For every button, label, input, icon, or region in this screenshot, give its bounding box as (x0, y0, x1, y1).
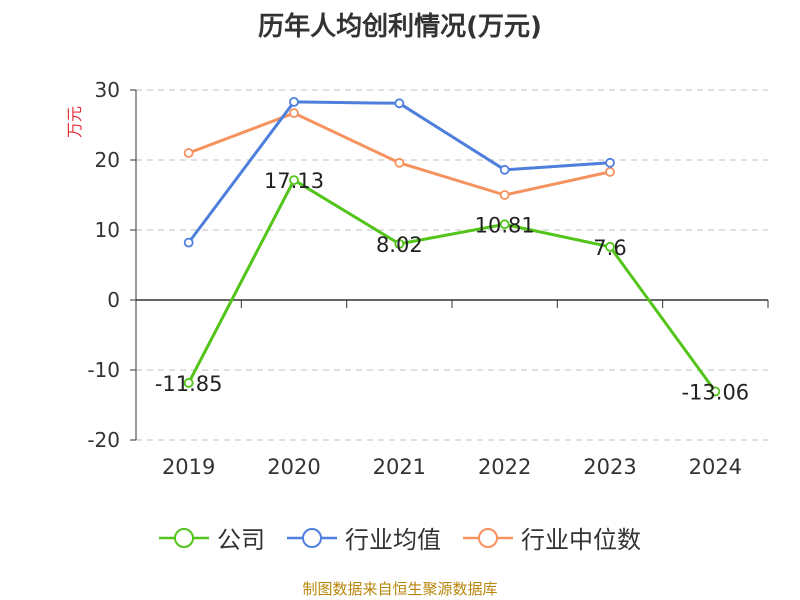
data-point (710, 386, 721, 397)
legend-swatch-marker (302, 527, 322, 548)
data-label: 7.6 (593, 236, 626, 260)
y-tick-label: 10 (95, 218, 120, 242)
legend-swatch-marker (174, 527, 194, 548)
y-tick-label: -20 (87, 428, 120, 452)
series-line (187, 178, 717, 393)
data-label: 10.81 (475, 213, 535, 237)
data-point (499, 164, 510, 175)
legend-swatch-industry-mean (287, 527, 337, 548)
data-label: 17.13 (264, 169, 324, 193)
x-tick-label: 2022 (478, 455, 531, 479)
series-line (188, 111, 611, 197)
data-point (394, 238, 405, 249)
legend-label-industry-mean: 行业均值 (345, 526, 441, 554)
data-point (499, 219, 510, 230)
y-axis-label: 万元 (65, 106, 84, 138)
y-tick-label: 20 (95, 148, 120, 172)
data-point (605, 241, 615, 252)
data-label: -11.85 (155, 372, 223, 396)
data-point (183, 378, 194, 388)
data-label: 8.02 (376, 233, 423, 257)
y-tick-label: 30 (95, 78, 120, 102)
data-point (394, 157, 405, 168)
data-point (289, 108, 299, 118)
chart-title: 历年人均创利情况(万元) (258, 12, 542, 42)
data-point (183, 237, 194, 248)
data-point (605, 157, 615, 168)
x-tick-label: 2019 (162, 455, 215, 479)
legend: 公司 行业均值 行业中位数 (0, 520, 800, 555)
legend-item-company[interactable]: 公司 (159, 520, 265, 555)
x-tick-label: 2024 (689, 455, 742, 479)
data-source: 制图数据来自恒生聚源数据库 (302, 580, 498, 598)
data-point (289, 97, 299, 107)
y-tick-label: 0 (107, 288, 120, 312)
data-point (289, 175, 299, 185)
data-label: -13.06 (681, 380, 749, 404)
data-point (394, 98, 405, 109)
legend-label-company: 公司 (217, 526, 265, 554)
legend-swatch-industry-median (463, 527, 513, 548)
legend-label-industry-median: 行业中位数 (521, 526, 641, 554)
x-tick-label: 2023 (583, 455, 636, 479)
legend-swatch-company (159, 527, 209, 548)
data-point (605, 166, 615, 177)
legend-swatch-marker (478, 527, 498, 548)
data-point (183, 148, 194, 158)
data-point (499, 190, 510, 200)
x-tick-label: 2020 (267, 455, 320, 479)
legend-item-industry-median[interactable]: 行业中位数 (463, 520, 641, 555)
legend-item-industry-mean[interactable]: 行业均值 (287, 520, 441, 555)
x-tick-label: 2021 (373, 455, 426, 479)
series-line (187, 100, 611, 244)
y-tick-label: -10 (87, 358, 120, 382)
